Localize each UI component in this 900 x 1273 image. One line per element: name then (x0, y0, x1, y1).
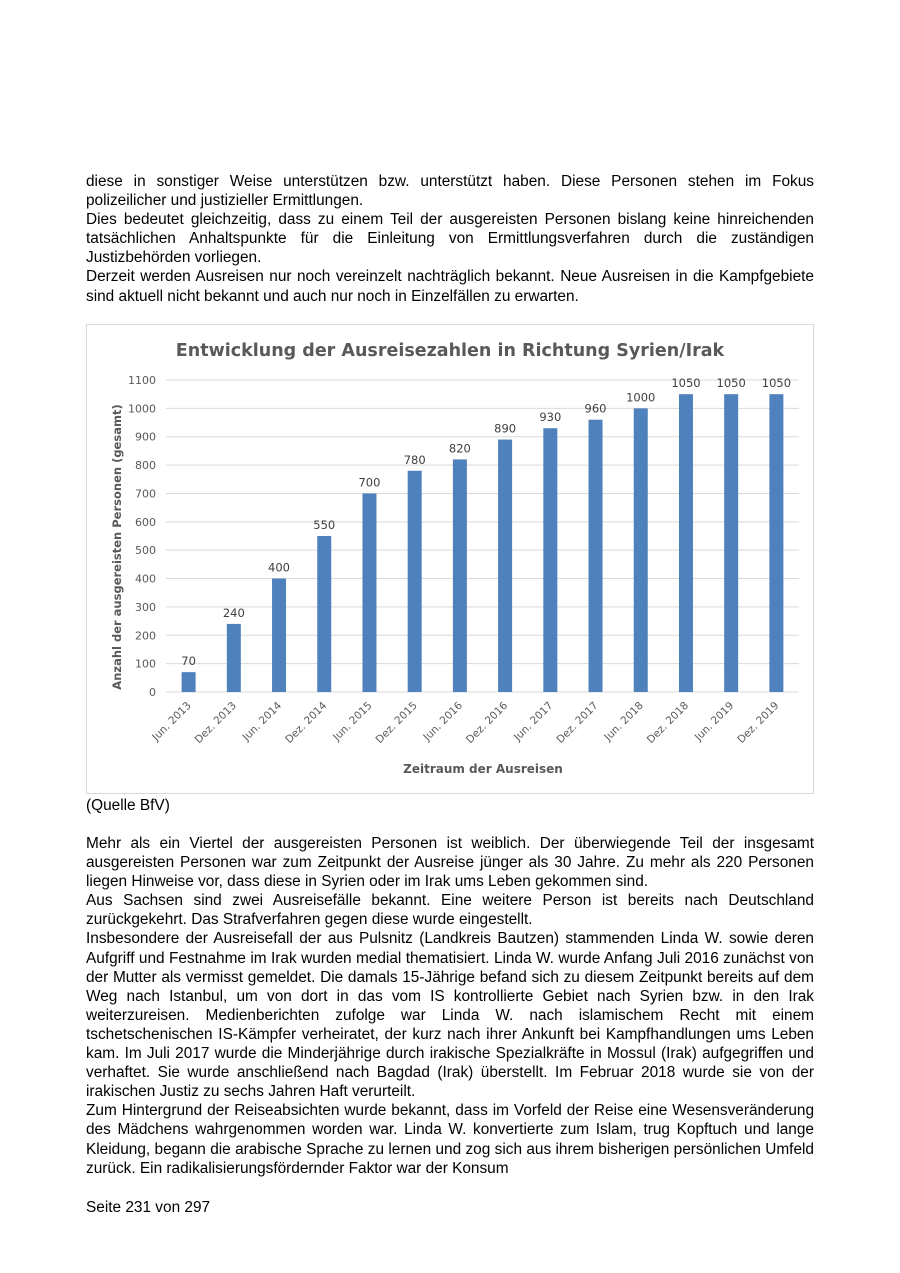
y-tick-label: 100 (135, 658, 156, 671)
chart-title: Entwicklung der Ausreisezahlen in Richtu… (176, 341, 725, 361)
chart-bar (272, 578, 287, 692)
chart-bar (543, 428, 558, 692)
data-label: 70 (181, 654, 196, 668)
data-label: 820 (449, 441, 471, 455)
body-paragraph-1: Mehr als ein Viertel der ausgereisten Pe… (86, 835, 814, 891)
y-tick-label: 600 (135, 516, 156, 529)
x-tick-label: Dez. 2015 (374, 700, 420, 746)
y-tick-label: 300 (135, 601, 156, 614)
body-text: Mehr als ein Viertel der ausgereisten Pe… (86, 834, 814, 1178)
x-axis-label: Zeitraum der Ausreisen (403, 762, 563, 776)
y-axis-label: Anzahl der ausgereisten Personen (gesamt… (110, 404, 124, 689)
body-paragraph-4: Zum Hintergrund der Reiseabsichten wurde… (86, 1102, 814, 1177)
chart-bar (588, 419, 603, 692)
intro-paragraph-3: Derzeit werden Ausreisen nur noch verein… (86, 268, 814, 305)
chart-bar (678, 394, 693, 692)
y-tick-label: 200 (135, 629, 156, 642)
data-label: 890 (494, 422, 516, 436)
y-tick-label: 400 (135, 573, 156, 586)
data-label: 400 (268, 561, 290, 575)
data-label: 780 (404, 453, 426, 467)
source-note: (Quelle BfV) (86, 797, 170, 814)
page-number: Seite 231 von 297 (86, 1199, 211, 1216)
chart-container: Entwicklung der Ausreisezahlen in Richtu… (86, 324, 814, 794)
x-tick-label: Jun. 2019 (692, 700, 736, 744)
data-label: 240 (223, 606, 245, 620)
x-tick-label: Dez. 2014 (283, 699, 330, 746)
y-tick-label: 900 (135, 431, 156, 444)
x-tick-label: Dez. 2013 (193, 700, 239, 746)
body-paragraph-2: Aus Sachsen sind zwei Ausreisefälle beka… (86, 892, 814, 929)
data-label: 1050 (671, 376, 700, 390)
bar-chart: Entwicklung der Ausreisezahlen in Richtu… (110, 341, 799, 776)
y-tick-label: 1100 (128, 374, 156, 387)
data-label: 1050 (717, 376, 746, 390)
chart-bar (407, 470, 422, 692)
chart-bar (181, 672, 196, 692)
chart-bar (452, 459, 467, 692)
x-tick-label: Dez. 2018 (645, 700, 691, 746)
y-tick-label: 800 (135, 459, 156, 472)
x-tick-label: Jun. 2015 (330, 700, 374, 744)
chart-bar (317, 536, 332, 692)
chart-bar (498, 439, 513, 692)
y-tick-label: 0 (149, 686, 156, 699)
body-paragraph-3: Insbesondere der Ausreisefall der aus Pu… (86, 930, 814, 1101)
data-label: 960 (585, 402, 607, 416)
data-label: 1050 (762, 376, 791, 390)
x-tick-label: Jun. 2013 (149, 700, 193, 744)
x-tick-label: Jun. 2016 (421, 699, 466, 744)
chart-bar (633, 408, 648, 692)
data-label: 700 (358, 475, 380, 489)
x-tick-label: Dez. 2019 (735, 700, 781, 746)
x-tick-label: Jun. 2014 (240, 699, 285, 744)
x-tick-label: Dez. 2016 (464, 699, 511, 746)
y-tick-label: 700 (135, 487, 156, 500)
y-tick-label: 1000 (128, 402, 156, 415)
chart-bar (769, 394, 784, 692)
intro-paragraph-2: Dies bedeutet gleichzeitig, dass zu eine… (86, 211, 814, 267)
x-tick-label: Jun. 2018 (601, 700, 645, 744)
y-tick-label: 500 (135, 544, 156, 557)
x-tick-label: Jun. 2017 (511, 700, 555, 744)
chart-bar (724, 394, 739, 692)
data-label: 930 (539, 410, 561, 424)
data-label: 550 (313, 518, 335, 532)
data-label: 1000 (626, 390, 655, 404)
x-tick-label: Dez. 2017 (554, 700, 600, 746)
intro-paragraph-1: diese in sonstiger Weise unterstützen bz… (86, 173, 814, 210)
chart-bar (226, 623, 241, 692)
intro-text: diese in sonstiger Weise unterstützen bz… (86, 172, 814, 306)
chart-bar (362, 493, 377, 692)
